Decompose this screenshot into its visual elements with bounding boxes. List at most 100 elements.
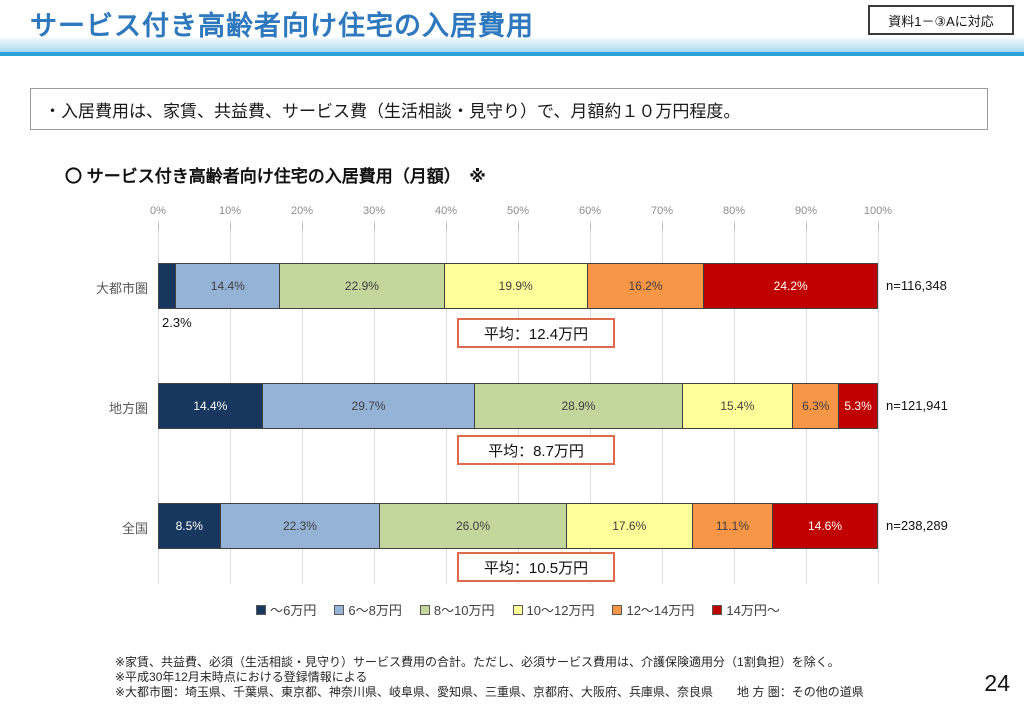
x-axis-tick-mark [589, 222, 591, 230]
bar-segment: 11.1% [692, 504, 773, 548]
footnote-line: ※大都市圏：埼玉県、千葉県、東京都、神奈川県、岐阜県、愛知県、三重県、京都府、大… [115, 685, 864, 699]
legend-label: 8～10万円 [433, 603, 495, 618]
summary-text: ・入居費用は、家賃、共益費、サービス費（生活相談・見守り）で、月額約１０万円程度… [44, 101, 741, 121]
bar-segment: 6.3% [793, 384, 840, 428]
x-axis-tick-mark [733, 222, 735, 230]
x-axis-tick-label: 70% [650, 205, 674, 217]
x-axis-tick-label: 90% [794, 205, 818, 217]
bar-segment [159, 264, 177, 308]
x-axis-tick-label: 60% [578, 205, 602, 217]
sample-size-label: n=238,289 [886, 518, 948, 533]
bar-segment: 5.3% [839, 384, 877, 428]
sample-size-label: n=121,941 [886, 398, 948, 413]
average-box: 平均：12.4万円 [457, 318, 615, 348]
x-axis-tick-label: 100% [863, 205, 893, 217]
footnotes: ※家賃、共益費、必須（生活相談・見守り）サービス費用の合計。ただし、必須サービス… [115, 655, 864, 700]
average-box: 平均：8.7万円 [457, 435, 615, 465]
segment-label: 5.3% [844, 399, 872, 413]
legend-swatch [419, 604, 430, 615]
x-axis-tick-mark [301, 222, 303, 230]
legend-swatch [712, 604, 723, 615]
legend-item: 14万円～ [712, 600, 780, 619]
x-axis-tick-label: 20% [290, 205, 314, 217]
category-label: 全国 [121, 521, 148, 536]
x-axis-tick-mark [805, 222, 807, 230]
legend-label: 10～12万円 [526, 603, 595, 618]
legend-item: 6～8万円 [334, 600, 402, 619]
x-axis-tick-label: 40% [434, 205, 458, 217]
segment-label: 26.0% [455, 519, 490, 533]
x-axis-tick-label: 80% [722, 205, 746, 217]
segment-label: 11.1% [715, 519, 750, 533]
bar-row: 8.5% 22.3% 26.0% 17.6% 11.1% 14.6% [158, 503, 878, 549]
bar-segment: 24.2% [704, 264, 878, 308]
chart-heading: 〇 サービス付き高齢者向け住宅の入居費用（月額） ※ [65, 167, 486, 186]
legend-item: 12～14万円 [612, 600, 694, 619]
bar-segment: 28.9% [475, 384, 683, 428]
segment-label: 22.3% [282, 519, 317, 533]
x-axis-tick-mark [661, 222, 663, 230]
bar-segment: 26.0% [380, 504, 567, 548]
plot-area: 0% 10% 20% 30% 40% 50% 60% 70% 80% 90% 100% 14.4% 22… [150, 200, 892, 640]
category-label: 地方圏 [108, 401, 148, 416]
legend-swatch [256, 604, 267, 615]
stacked-bar-chart: 0% 10% 20% 30% 40% 50% 60% 70% 80% 90% 100% 14.4% 22… [0, 200, 1024, 640]
segment-label: 8.5% [175, 519, 203, 533]
gridline [877, 230, 879, 584]
x-axis-tick-label: 0% [150, 205, 166, 217]
bar-segment: 14.6% [773, 504, 877, 548]
x-axis-tick-mark [157, 222, 159, 230]
bar-segment: 8.5% [159, 504, 221, 548]
bar-segment: 22.9% [280, 264, 445, 308]
legend-label: ～6万円 [270, 603, 317, 618]
legend-swatch [334, 604, 345, 615]
segment-label: 15.4% [720, 399, 755, 413]
x-axis-tick-label: 50% [506, 205, 530, 217]
segment-label: 24.2% [773, 279, 808, 293]
x-axis-tick-mark [445, 222, 447, 230]
summary-box: ・入居費用は、家賃、共益費、サービス費（生活相談・見守り）で、月額約１０万円程度… [30, 88, 988, 130]
header-band-decoration [0, 38, 1024, 52]
bar-segment: 22.3% [220, 504, 381, 548]
legend-label: 6～8万円 [348, 603, 402, 618]
legend-label: 14万円～ [726, 603, 780, 618]
x-axis-tick-mark [229, 222, 231, 230]
sample-size-label: n=116,348 [886, 278, 947, 293]
bar-row: 14.4% 22.9% 19.9% 16.2% 24.2% [158, 263, 878, 309]
x-axis-tick-mark [373, 222, 375, 230]
bar-segment: 16.2% [587, 264, 705, 308]
chart-legend: ～6万円 6～8万円 8～10万円 10～12万円 12～14万円 14万円～ [158, 600, 878, 619]
bar-segment: 15.4% [682, 384, 794, 428]
bar-segment: 14.4% [176, 264, 281, 308]
legend-item: 10～12万円 [512, 600, 595, 619]
segment-label: 17.6% [612, 519, 647, 533]
footnote-line: ※平成30年12月末時点における登録情報による [115, 670, 368, 684]
legend-label: 12～14万円 [626, 603, 695, 618]
segment-label: 14.4% [193, 399, 228, 413]
reference-tag: 資料1－③Aに対応 [868, 5, 1014, 35]
x-axis-tick-mark [517, 222, 519, 230]
average-box: 平均：10.5万円 [457, 552, 615, 582]
bar-segment: 19.9% [444, 264, 588, 308]
legend-swatch [512, 604, 523, 615]
outside-segment-label: 2.3% [162, 315, 192, 330]
legend-item: 8～10万円 [419, 600, 495, 619]
segment-label: 16.2% [628, 279, 663, 293]
segment-label: 28.9% [561, 399, 596, 413]
footnote-line: ※家賃、共益費、必須（生活相談・見守り）サービス費用の合計。ただし、必須サービス… [115, 655, 840, 669]
bar-segment: 17.6% [566, 504, 693, 548]
segment-label: 14.6% [807, 519, 843, 533]
bar-row: 14.4% 29.7% 28.9% 15.4% 6.3% 5.3% [158, 383, 878, 429]
category-label: 大都市圏 [95, 281, 148, 296]
x-axis-tick-mark [877, 222, 879, 230]
segment-label: 29.7% [351, 399, 386, 413]
x-axis-tick-label: 10% [218, 205, 242, 217]
header-rule-decoration [0, 52, 1024, 56]
page-number: 24 [984, 670, 1010, 696]
segment-label: 22.9% [344, 279, 379, 293]
x-axis-tick-label: 30% [362, 205, 386, 217]
segment-label: 19.9% [498, 279, 533, 293]
legend-swatch [612, 604, 623, 615]
segment-label: 6.3% [802, 399, 830, 413]
bar-segment: 29.7% [262, 384, 476, 428]
